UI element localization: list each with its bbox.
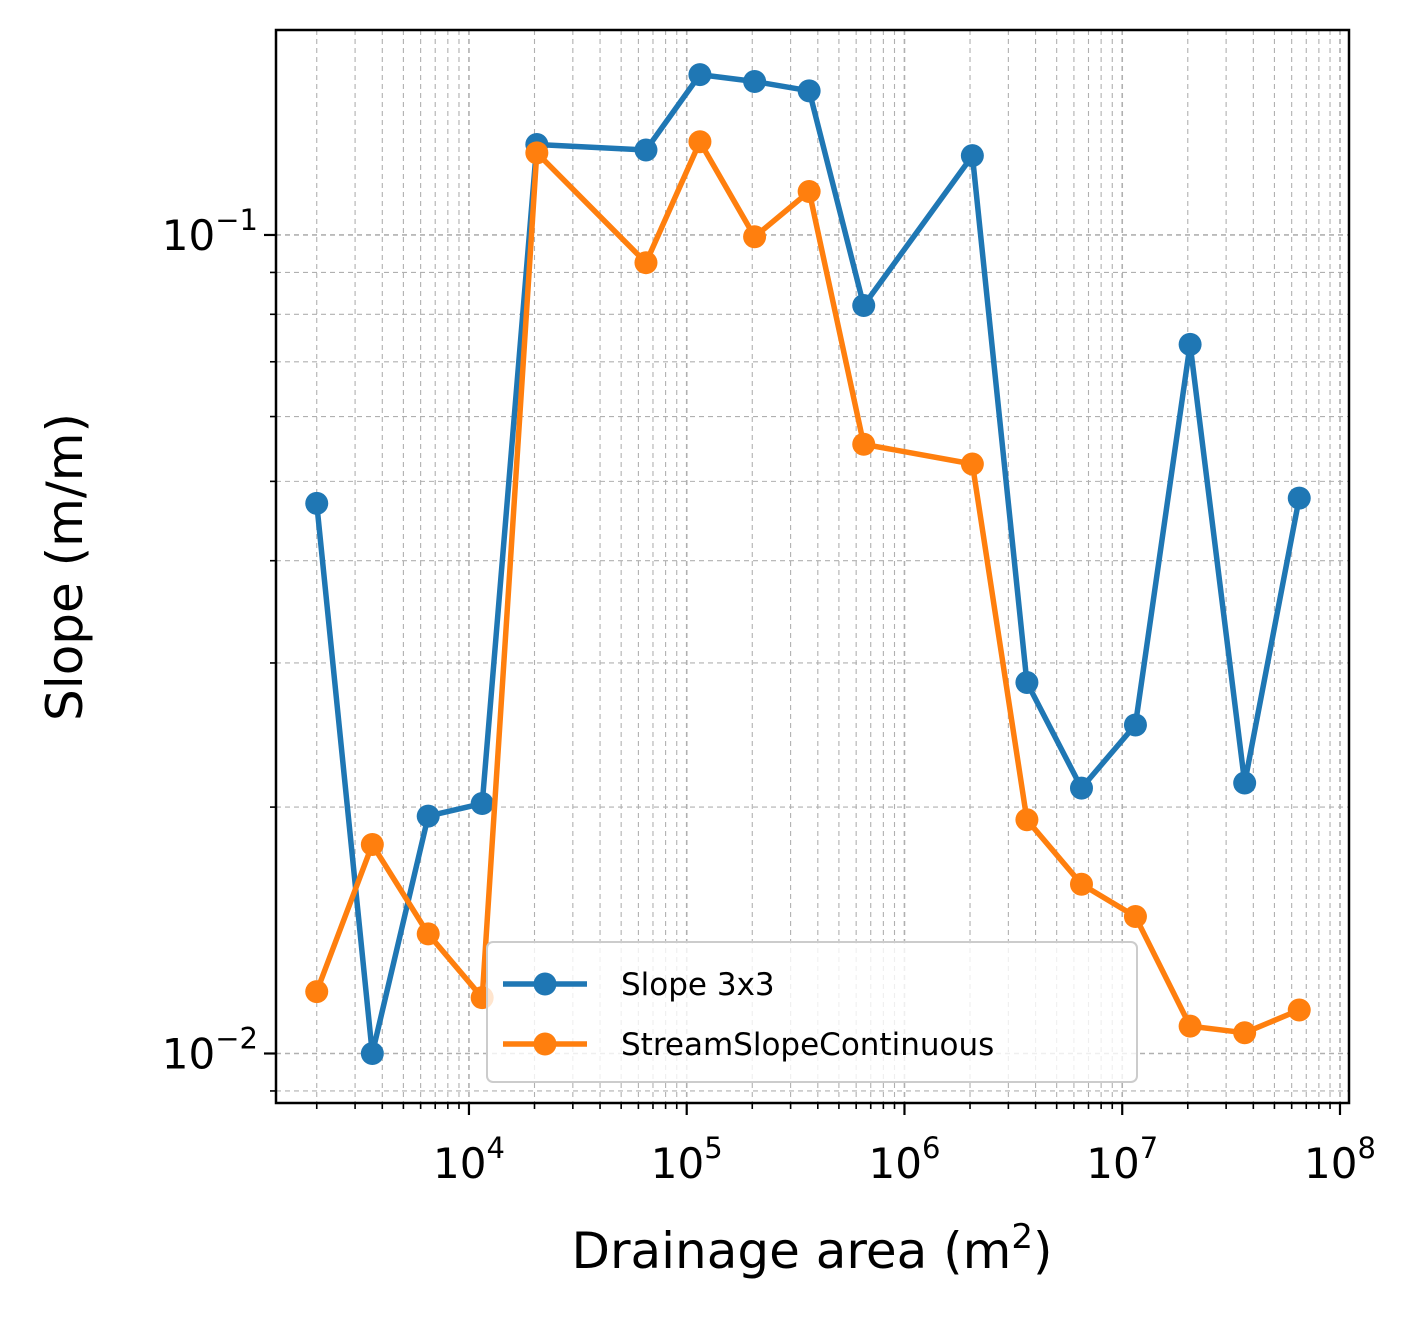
data-point — [688, 130, 712, 154]
data-point — [305, 491, 329, 515]
data-point — [852, 294, 876, 318]
legend: Slope 3x3 StreamSlopeContinuous — [486, 941, 1138, 1083]
legend-box — [486, 941, 1138, 1083]
data-point — [360, 1041, 384, 1065]
data-point — [1233, 1021, 1257, 1045]
series-2 — [305, 130, 1311, 1045]
data-point — [1123, 713, 1147, 737]
data-point — [1178, 332, 1202, 356]
series-1 — [305, 63, 1311, 1065]
axis-labels: Drainage area (m2) Slope (m/m) — [36, 413, 1053, 1280]
data-point — [416, 804, 440, 828]
data-point — [960, 144, 984, 168]
data-point — [960, 452, 984, 476]
data-point — [360, 833, 384, 857]
data-point — [1015, 670, 1039, 694]
legend-marker — [533, 972, 557, 996]
plot-area — [305, 63, 1311, 1065]
y-tick-label: 10−1 — [162, 203, 258, 260]
data-point — [525, 141, 549, 165]
legend-label: Slope 3x3 — [621, 967, 775, 1003]
data-point — [1287, 998, 1311, 1022]
data-point — [743, 69, 767, 93]
legend-item: Slope 3x3 — [503, 967, 775, 1003]
axis-ticks: 104 105 106 107 108 10−1 10−2 — [162, 203, 1376, 1188]
data-point — [1233, 771, 1257, 795]
x-axis-title: Drainage area (m2) — [571, 1217, 1052, 1280]
data-point — [416, 922, 440, 946]
legend-item: StreamSlopeContinuous — [503, 1027, 994, 1063]
grid — [276, 30, 1349, 1103]
x-tick-label: 107 — [1086, 1131, 1158, 1188]
legend-label: StreamSlopeContinuous — [621, 1027, 994, 1063]
data-point — [797, 180, 821, 204]
y-axis-title: Slope (m/m) — [36, 413, 94, 721]
x-tick-label: 105 — [651, 1131, 723, 1188]
legend-marker — [533, 1032, 557, 1056]
x-tick-label: 106 — [869, 1131, 941, 1188]
data-point — [743, 225, 767, 249]
data-point — [1287, 486, 1311, 510]
series-line — [313, 71, 1302, 1057]
data-point — [1069, 776, 1093, 800]
data-point — [1178, 1014, 1202, 1038]
data-point — [305, 980, 329, 1004]
data-point — [634, 251, 658, 275]
plot-frame — [274, 28, 1351, 1105]
x-tick-label: 108 — [1304, 1131, 1376, 1188]
data-point — [852, 432, 876, 456]
data-point — [634, 138, 658, 162]
data-point — [688, 63, 712, 87]
data-point — [1015, 808, 1039, 832]
data-point — [1123, 905, 1147, 929]
y-tick-label: 10−2 — [162, 1021, 258, 1078]
x-tick-label: 104 — [433, 1131, 505, 1188]
data-point — [470, 792, 494, 816]
series-line — [313, 138, 1302, 1036]
data-point — [797, 79, 821, 103]
data-point — [1069, 872, 1093, 896]
